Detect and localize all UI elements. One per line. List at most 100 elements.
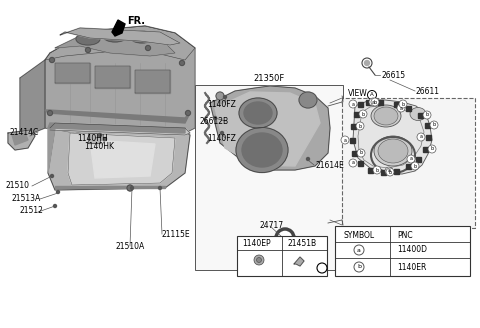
Text: 21512: 21512 xyxy=(19,206,43,215)
Bar xyxy=(394,169,398,174)
Bar xyxy=(394,101,398,107)
Circle shape xyxy=(356,122,364,130)
Text: 21115E: 21115E xyxy=(162,230,191,239)
Ellipse shape xyxy=(242,133,282,167)
Ellipse shape xyxy=(374,136,412,166)
Bar xyxy=(237,236,327,276)
Bar xyxy=(422,147,428,152)
Circle shape xyxy=(145,46,151,51)
Text: 21451B: 21451B xyxy=(287,239,316,249)
Bar xyxy=(365,99,371,105)
Circle shape xyxy=(214,116,216,119)
Text: 21510: 21510 xyxy=(5,181,29,190)
Text: b: b xyxy=(431,147,433,152)
Polygon shape xyxy=(45,110,190,123)
Text: 1140ER: 1140ER xyxy=(397,262,426,272)
Text: 21513A: 21513A xyxy=(11,194,40,203)
Circle shape xyxy=(430,121,438,129)
Ellipse shape xyxy=(371,105,401,127)
Circle shape xyxy=(48,111,52,115)
Circle shape xyxy=(359,110,367,118)
Polygon shape xyxy=(55,186,165,188)
Bar xyxy=(335,226,470,276)
Ellipse shape xyxy=(244,102,272,124)
Text: 1140HK: 1140HK xyxy=(84,142,114,151)
Bar xyxy=(358,160,362,166)
Bar xyxy=(195,85,343,270)
Circle shape xyxy=(368,91,376,99)
Text: 1140FZ: 1140FZ xyxy=(207,100,236,109)
Polygon shape xyxy=(294,257,304,266)
Polygon shape xyxy=(60,28,180,45)
Text: b: b xyxy=(373,99,377,105)
Polygon shape xyxy=(50,123,190,135)
Circle shape xyxy=(220,132,224,134)
Text: 26611: 26611 xyxy=(416,88,440,96)
Circle shape xyxy=(104,137,107,140)
Text: b: b xyxy=(401,101,405,107)
Ellipse shape xyxy=(374,107,398,125)
Circle shape xyxy=(216,92,224,100)
Polygon shape xyxy=(55,63,90,83)
Polygon shape xyxy=(48,128,190,190)
Text: b: b xyxy=(357,264,361,270)
Circle shape xyxy=(417,133,425,141)
Text: 26615: 26615 xyxy=(382,72,406,80)
Polygon shape xyxy=(90,140,155,178)
Circle shape xyxy=(364,60,370,66)
Circle shape xyxy=(373,166,381,174)
Bar xyxy=(377,99,383,105)
Polygon shape xyxy=(8,130,35,150)
Polygon shape xyxy=(45,26,195,133)
Bar xyxy=(368,168,372,173)
Circle shape xyxy=(354,262,364,272)
Circle shape xyxy=(158,187,161,190)
Text: b: b xyxy=(432,122,435,128)
Circle shape xyxy=(180,60,184,66)
Polygon shape xyxy=(353,100,432,174)
Text: a: a xyxy=(351,101,355,107)
Circle shape xyxy=(371,98,379,106)
Text: b: b xyxy=(413,163,417,169)
Text: b: b xyxy=(375,168,379,173)
Circle shape xyxy=(349,159,357,167)
Text: a: a xyxy=(357,248,361,253)
Circle shape xyxy=(357,149,365,157)
Circle shape xyxy=(428,145,436,153)
Bar xyxy=(416,156,420,161)
Text: b: b xyxy=(425,113,429,117)
Circle shape xyxy=(386,168,394,176)
Bar xyxy=(406,163,410,169)
Bar xyxy=(418,113,422,117)
Text: VIEW: VIEW xyxy=(348,89,368,98)
Polygon shape xyxy=(55,33,175,56)
Circle shape xyxy=(369,98,377,106)
Circle shape xyxy=(49,57,55,63)
Polygon shape xyxy=(135,70,170,93)
Circle shape xyxy=(411,162,419,170)
Polygon shape xyxy=(88,133,100,143)
Polygon shape xyxy=(20,60,45,138)
Text: PNC: PNC xyxy=(397,231,413,239)
Text: A: A xyxy=(370,92,374,97)
Text: 21614E: 21614E xyxy=(315,161,344,170)
Circle shape xyxy=(256,257,262,262)
Text: 1140FZ: 1140FZ xyxy=(207,134,236,143)
Text: b: b xyxy=(359,124,361,129)
Bar xyxy=(353,112,359,116)
Circle shape xyxy=(423,111,431,119)
Ellipse shape xyxy=(76,33,100,45)
Circle shape xyxy=(254,255,264,265)
Text: a: a xyxy=(344,137,347,142)
Bar xyxy=(406,106,410,111)
Circle shape xyxy=(354,245,364,255)
Circle shape xyxy=(349,100,357,108)
Circle shape xyxy=(224,95,227,98)
Circle shape xyxy=(50,174,53,177)
Circle shape xyxy=(185,111,191,115)
Text: 11400D: 11400D xyxy=(397,245,427,255)
Text: 21350F: 21350F xyxy=(253,74,285,83)
Bar xyxy=(349,137,355,142)
Bar xyxy=(351,151,357,155)
Text: b: b xyxy=(388,170,392,174)
